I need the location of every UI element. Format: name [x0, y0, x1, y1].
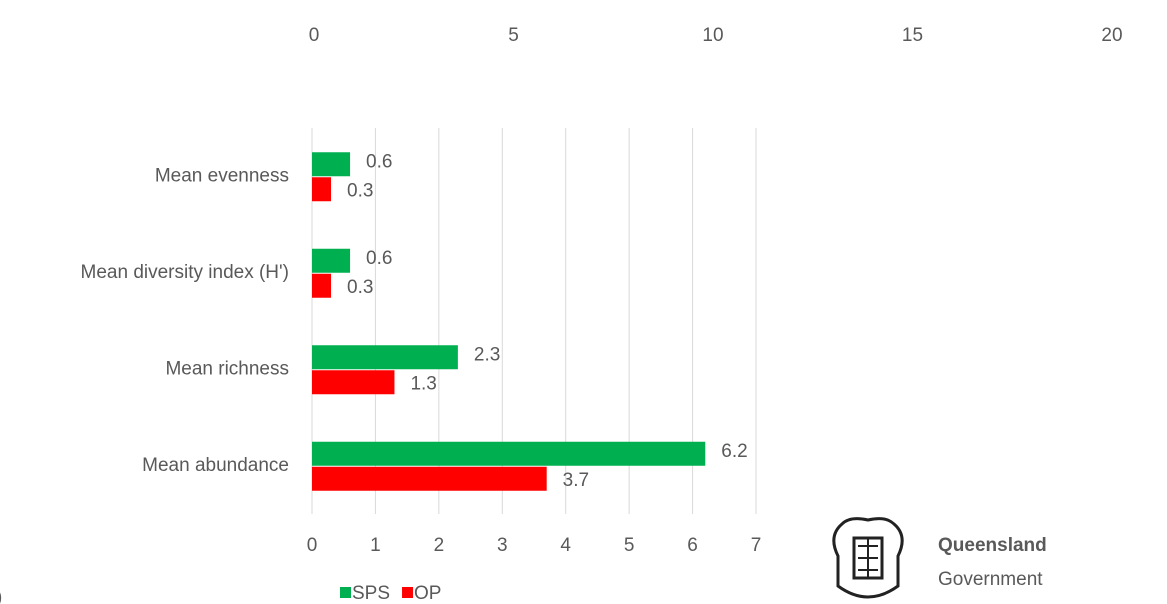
- bar: [312, 345, 458, 370]
- x-tick-label: 0: [307, 535, 318, 556]
- bar: [312, 370, 395, 395]
- y-tick-label: Mean diversity index (H'): [81, 262, 289, 283]
- x-tick-label: 6: [687, 535, 698, 556]
- legend-swatch: [340, 587, 351, 598]
- crest: [832, 517, 904, 599]
- data-label: 6.2: [721, 441, 747, 462]
- x2-tick-label: 5: [508, 25, 519, 46]
- annotation: ): [0, 587, 2, 604]
- data-label: 3.7: [563, 470, 589, 491]
- legend-swatch: [402, 587, 414, 598]
- x-tick-label: 2: [434, 535, 445, 556]
- crest-detail: [858, 538, 878, 578]
- bar: [312, 152, 351, 177]
- x2-tick-label: 20: [1101, 25, 1122, 46]
- bar: [312, 273, 332, 298]
- bar: [312, 441, 706, 466]
- bar: [312, 248, 351, 273]
- x2-tick-label: 10: [702, 25, 723, 46]
- x-tick-label: 3: [497, 535, 508, 556]
- bar: [312, 466, 547, 491]
- x-tick-label: 4: [560, 535, 571, 556]
- bar: [312, 177, 332, 202]
- logo-line1: Queensland: [938, 535, 1047, 556]
- y-tick-label: Mean richness: [165, 358, 289, 379]
- legend-label: OP: [414, 583, 441, 604]
- data-label: 0.3: [347, 277, 373, 298]
- y-tick-label: Mean abundance: [142, 455, 289, 476]
- x-tick-label: 5: [624, 535, 635, 556]
- y-tick-label: Mean evenness: [155, 165, 289, 186]
- legend-label: SPS: [352, 583, 390, 604]
- data-label: 1.3: [410, 373, 436, 394]
- data-label: 0.6: [366, 151, 392, 172]
- data-label: 0.6: [366, 248, 392, 269]
- x-tick-label: 1: [370, 535, 381, 556]
- x2-tick-label: 0: [309, 25, 320, 46]
- data-label: 0.3: [347, 180, 373, 201]
- x-tick-label: 7: [751, 535, 762, 556]
- data-label: 2.3: [474, 344, 500, 365]
- x2-tick-label: 15: [902, 25, 923, 46]
- logo-line2: Government: [938, 569, 1043, 590]
- logo: Queensland Government: [832, 517, 1047, 599]
